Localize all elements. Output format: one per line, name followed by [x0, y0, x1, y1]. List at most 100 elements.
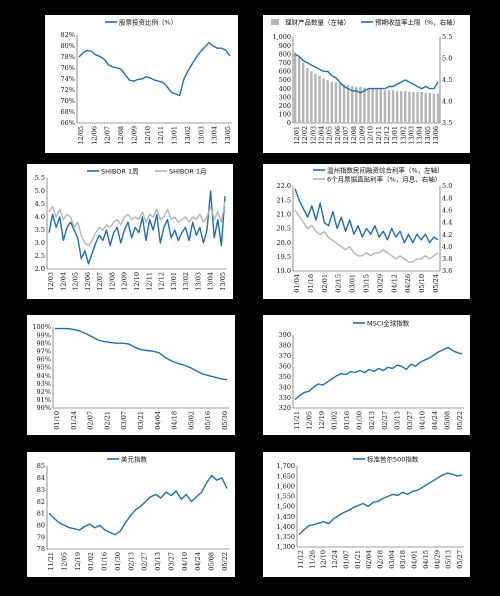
y-tick-label: 3.0 — [35, 239, 45, 247]
y-tick-label: 1,450 — [276, 513, 295, 521]
y-tick-label: 300 — [279, 93, 291, 101]
y-tick-label: 1,500 — [276, 503, 295, 511]
wenzhou-index-chart: 22.0 21.5 21.0 20.5 20.0 19.5 19.0 5.0 4.8 4.6 4.4… — [277, 166, 453, 293]
series-line-1 — [78, 42, 231, 97]
percentage-chart: 100%99%98%97%96%95%94%93%92%91%90%01/10 0… — [32, 323, 229, 430]
bar — [420, 92, 423, 123]
x-tick-label: 13/04 — [211, 126, 219, 145]
legend-label: 股票投资比例（%） — [119, 18, 177, 27]
legend-label: 温州指数民间融资综合利率（%，左轴） — [327, 166, 444, 175]
x-tick-label: 11/21 — [47, 552, 55, 571]
y2-tick-label: 3.5 — [442, 119, 452, 127]
x-tick-label: 13/02 — [184, 126, 192, 145]
x-tick-label: 03/27 — [406, 411, 414, 430]
x-tick-label: 12/06 — [334, 126, 342, 145]
x-tick-label: 01/24 — [70, 411, 78, 430]
x-tick-label: 13/05 — [424, 126, 432, 145]
bar — [326, 80, 329, 123]
y-tick-label: 81 — [37, 510, 45, 518]
y-tick-label: 1,700 — [276, 462, 295, 470]
bar — [367, 88, 370, 123]
y2-tick-label: 4.0 — [442, 98, 452, 106]
bar — [436, 93, 440, 123]
x-tick-label: 13/05 — [219, 272, 227, 291]
bar — [318, 75, 321, 123]
y-tick-label: 21.5 — [277, 196, 291, 204]
x-tick-label: 02/15 — [335, 274, 343, 293]
y-tick-label: 22.0 — [277, 182, 291, 190]
x-tick-label: 05/22 — [456, 411, 464, 430]
chart-panel-sp500: 1,700 1,650 1,600 1,550 1,500 1,450 1,400 1,350… — [263, 452, 470, 577]
y-tick-label: 100 — [279, 111, 291, 119]
x-tick-label: 02/21 — [103, 411, 111, 430]
x-tick-label: 12/06 — [84, 272, 92, 291]
x-tick-label: 12/10 — [144, 126, 152, 145]
series-line-1 — [294, 53, 439, 94]
chart-panel-percentage: 100% 99% 98% 97% 96% 95% 94% 93% 92% 91% 90% 01/10 0… — [27, 315, 235, 435]
x-tick-label: 13/03 — [407, 126, 415, 145]
bar — [322, 78, 325, 123]
y2-tick-label: 4.5 — [442, 76, 452, 84]
x-tick-label: 12/07 — [342, 126, 350, 145]
bar — [428, 92, 432, 123]
shibor-chart: 5.5 5.0 4.5 4.0 3.5 3.0 2.5 2.012/03 12/04 12/05 1… — [35, 168, 227, 291]
y2-tick-label: 5.5 — [442, 33, 452, 41]
y-tick-label: 370 — [279, 352, 291, 360]
y-tick-label: 76% — [61, 64, 75, 72]
series-line-1 — [55, 327, 228, 381]
y-tick-label: 94% — [37, 372, 51, 380]
stock-ratio-chart: 82% 80% 78% 76% 74% 72% 70% 68% 66%12/05 12/06 12/… — [61, 18, 232, 145]
y-tick-label: 84 — [37, 474, 45, 482]
bar — [387, 90, 391, 123]
y-tick-label: 82 — [37, 498, 45, 506]
chart-panel-wealth-products: 1,000 900 800 700 600 500 400 300 200 100 0 5.5 5.0 4… — [263, 15, 470, 153]
x-tick-label: 12/09 — [121, 272, 129, 291]
x-tick-label: 01/30 — [114, 552, 122, 571]
x-tick-label: 02/04 — [365, 550, 373, 569]
y-tick-label: 340 — [279, 383, 291, 391]
x-tick-label: 04/18 — [171, 411, 179, 430]
series-line-2 — [48, 201, 226, 247]
x-tick-label: 05/24 — [432, 274, 440, 293]
x-tick-label: 12/11 — [145, 272, 153, 291]
y-tick-label: 1,000 — [272, 33, 291, 41]
y-tick-label: 80% — [61, 42, 75, 50]
bar — [371, 88, 374, 123]
x-tick-label: 04/24 — [194, 552, 202, 571]
y-tick-label: 98% — [37, 339, 51, 347]
x-tick-label: 01/30 — [356, 411, 364, 430]
bar — [342, 84, 346, 123]
y-tick-label: 800 — [279, 50, 291, 58]
y2-tick-label: 4.0 — [442, 243, 452, 251]
bar — [359, 86, 362, 123]
y-tick-label: 330 — [279, 394, 291, 402]
x-tick-label: 02/13 — [127, 552, 135, 571]
x-tick-label: 13/04 — [207, 272, 215, 291]
y-tick-label: 85 — [37, 462, 45, 470]
x-tick-label: 03/13 — [393, 411, 401, 430]
x-tick-label: 12/05 — [72, 272, 80, 291]
y-tick-label: 95% — [37, 364, 51, 372]
legend-swatch-bar — [271, 19, 279, 25]
y-tick-label: 90% — [37, 404, 51, 412]
y-tick-label: 78 — [37, 545, 45, 553]
chart-panel-shibor: 5.5 5.0 4.5 4.0 3.5 3.0 2.5 2.0 12/03 12/04 12/05 1… — [27, 164, 233, 299]
x-tick-label: 05/13 — [445, 550, 453, 569]
bar — [306, 67, 309, 123]
x-tick-label: 12/11 — [375, 126, 383, 145]
x-tick-label: 12/07 — [96, 272, 104, 291]
bar — [346, 85, 350, 123]
x-tick-label: 11/26 — [308, 550, 316, 569]
x-tick-label: 12/12 — [158, 272, 166, 291]
legend-label: 美元指数 — [121, 455, 148, 464]
x-tick-label: 01/21 — [354, 550, 362, 569]
y-tick-label: 500 — [279, 76, 291, 84]
series-line-2 — [294, 209, 439, 263]
series-line-1 — [298, 472, 463, 536]
x-tick-label: 13/02 — [182, 272, 190, 291]
y-tick-label: 5.0 — [35, 187, 45, 195]
y-tick-label: 4.0 — [35, 213, 45, 221]
x-tick-label: 13/02 — [399, 126, 407, 145]
y-tick-label: 74% — [61, 75, 75, 83]
